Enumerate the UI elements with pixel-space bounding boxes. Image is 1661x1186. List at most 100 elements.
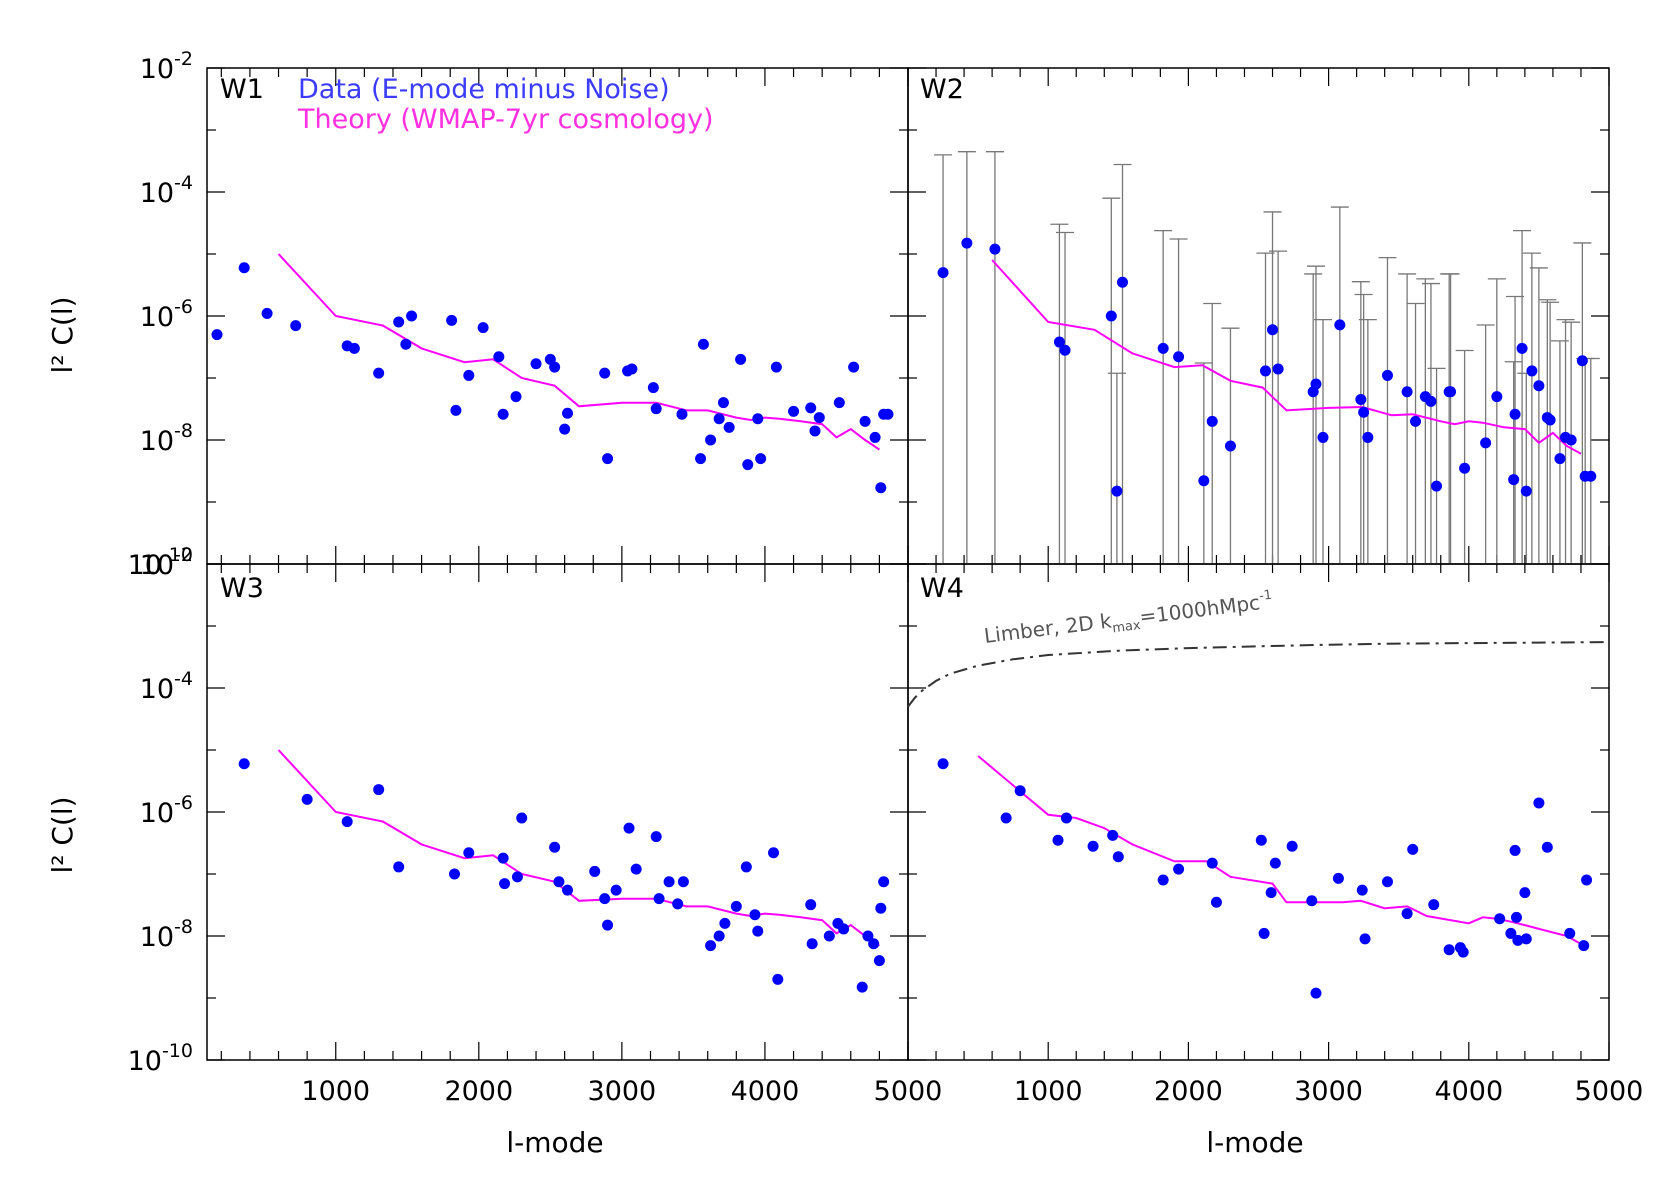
x-axis-title-right: l-mode [1206,1126,1303,1159]
data-point [1060,812,1072,824]
limber-annotation-sub: max [1112,618,1142,636]
data-point [602,453,614,465]
data-point [1269,857,1281,869]
data-point [610,884,622,896]
data-point [373,367,385,379]
data-point [1585,470,1597,482]
data-point [1425,395,1437,407]
data-point [1431,480,1443,492]
data-point [1157,342,1169,354]
data-point [1317,431,1329,443]
data-point [862,930,874,942]
limber-annotation-sup: -1 [1258,588,1273,604]
data-point [859,415,871,427]
data-point [882,408,894,420]
data-point [805,402,817,414]
data-point [730,900,742,912]
data-point [1401,908,1413,920]
data-point [650,403,662,415]
data-point [1260,365,1272,377]
data-point [752,413,764,425]
y-tick-label: 10-8 [140,420,193,457]
data-point [393,316,405,328]
data-point [1578,940,1590,952]
data-point [1445,386,1457,398]
data-point [719,917,731,929]
data-point [1459,462,1471,474]
data-point [833,397,845,409]
data-point [499,878,511,890]
data-point [1112,851,1124,863]
data-point [742,459,754,471]
y-tick-label: 10-4 [140,668,193,705]
x-axis-title-left: l-mode [506,1126,603,1159]
data-point [1480,437,1492,449]
data-point [446,314,458,326]
data-point [530,358,542,370]
data-point [348,342,360,354]
data-point [752,925,764,937]
data-point [677,876,689,888]
theory-line [977,755,1585,947]
data-point [1306,895,1318,907]
data-point [1286,840,1298,852]
data-point [290,320,302,332]
data-point [1272,363,1284,375]
data-point [1000,812,1012,824]
data-point [676,408,688,420]
data-point [1401,386,1413,398]
data-point [1267,324,1279,336]
data-point [705,434,717,446]
data-point [697,338,709,350]
data-point [1053,336,1065,348]
x-tick-label: 1000 [301,1076,370,1107]
y-tick-label: 10-6 [140,792,193,829]
data-point [1520,485,1532,497]
data-point [1533,797,1545,809]
theory-line [991,259,1582,455]
data-point [1111,485,1123,497]
data-point [1407,843,1419,855]
x-tick-label: 3000 [1294,1076,1363,1107]
panel-label-w2: W2 [920,74,964,105]
data-point [1173,351,1185,363]
data-point [1258,927,1270,939]
data-point [856,981,868,993]
x-tick-label: 5000 [874,1076,943,1107]
data-point [261,307,273,319]
data-point [1210,896,1222,908]
data-point [1533,380,1545,392]
x-tick-label: 1000 [1014,1076,1083,1107]
data-point [1505,927,1517,939]
x-tick-label: 2000 [444,1076,513,1107]
data-point [1457,946,1469,958]
data-point [1224,440,1236,452]
data-point [1310,378,1322,390]
x-tick-label: 4000 [731,1076,800,1107]
data-point [989,243,1001,255]
data-point [406,310,418,322]
data-point [1355,394,1367,406]
data-point [493,351,505,363]
x-tick-label: 5000 [1575,1076,1644,1107]
panel-label-w4: W4 [920,573,964,604]
panel-w1: 10-10 10-8 10-6 10-4 10-2 [128,48,909,581]
data-point [1265,887,1277,899]
data-point [450,404,462,416]
data-point [1554,453,1566,465]
data-point [663,876,675,888]
data-point [1206,415,1218,427]
data-point [1510,911,1522,923]
data-point [1334,319,1346,331]
data-point [562,407,574,419]
data-point [1526,365,1538,377]
data-point [549,361,561,373]
x-tick-label: 3000 [588,1076,657,1107]
data-point [463,847,475,859]
data-point [770,361,782,373]
data-point [1206,857,1218,869]
data-point [937,267,949,279]
data-point [497,852,509,864]
data-point [1491,391,1503,403]
